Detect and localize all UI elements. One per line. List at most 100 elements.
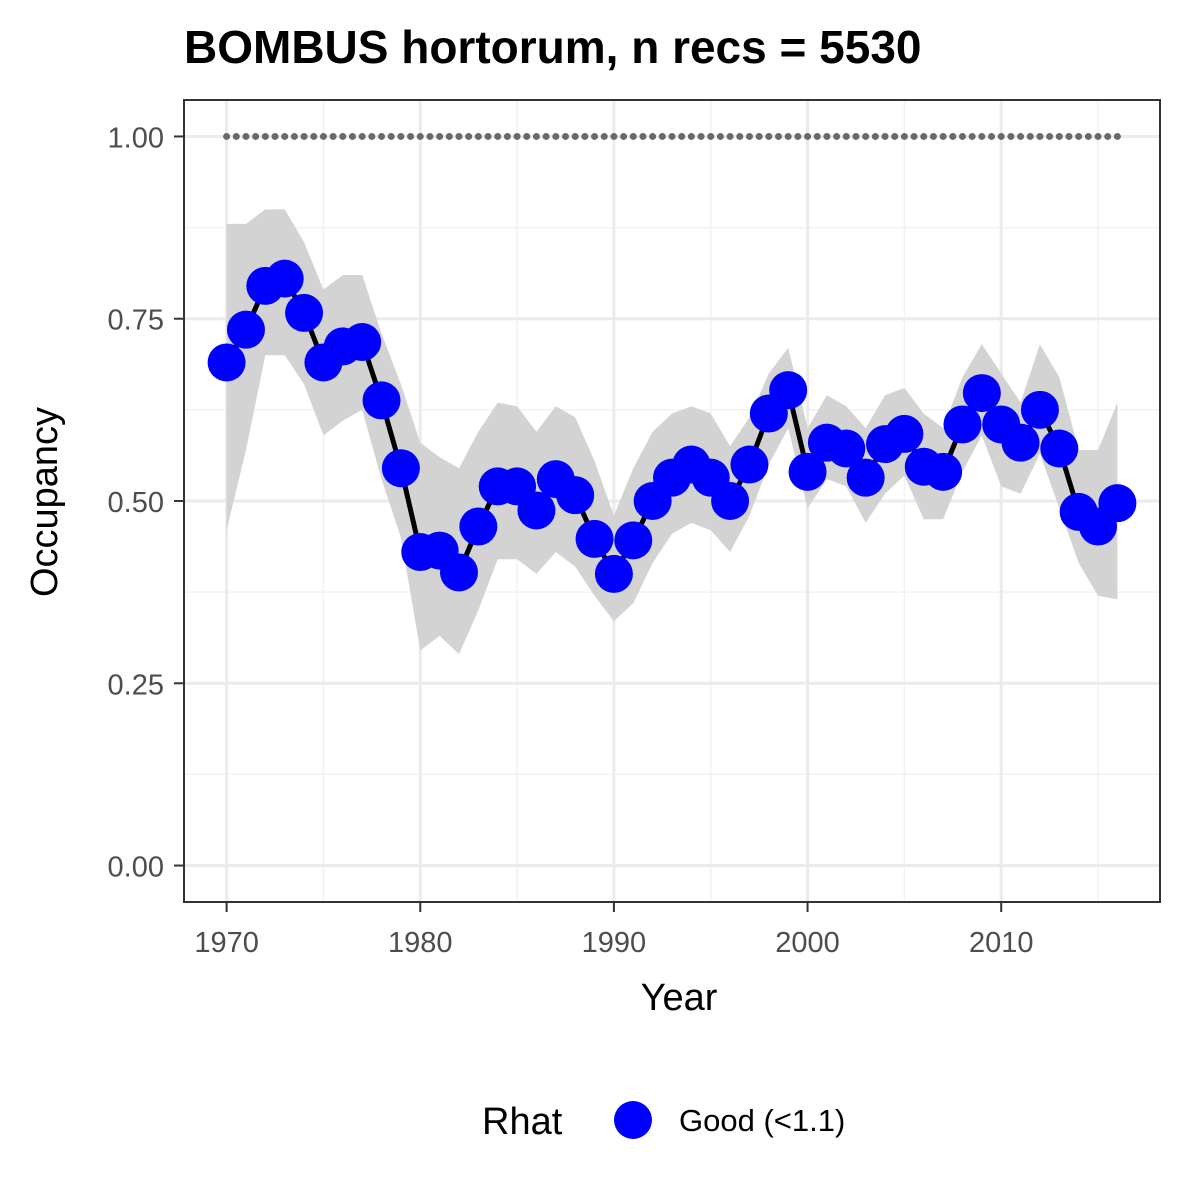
reference-point <box>368 132 376 140</box>
data-point <box>1020 390 1059 429</box>
x-tick-label: 1990 <box>582 927 647 959</box>
y-axis-title: Occupancy <box>24 407 66 597</box>
reference-point <box>988 132 996 140</box>
reference-point <box>426 132 434 140</box>
reference-point <box>532 132 540 140</box>
data-point <box>943 405 982 444</box>
data-point <box>517 491 556 530</box>
reference-point <box>561 132 569 140</box>
reference-point <box>329 132 337 140</box>
data-point <box>381 449 420 488</box>
reference-point <box>1075 132 1083 140</box>
reference-point <box>978 132 986 140</box>
data-point <box>459 507 498 546</box>
reference-point <box>813 132 821 140</box>
legend-label: Good (<1.1) <box>679 1103 845 1138</box>
reference-point <box>581 132 589 140</box>
reference-point <box>649 132 657 140</box>
reference-point <box>900 132 908 140</box>
reference-point <box>290 132 298 140</box>
reference-point <box>484 132 492 140</box>
reference-point <box>745 132 753 140</box>
reference-point <box>242 132 250 140</box>
data-point <box>207 343 246 382</box>
reference-point <box>445 132 453 140</box>
reference-point <box>920 132 928 140</box>
reference-point <box>929 132 937 140</box>
data-point <box>962 374 1001 413</box>
reference-point <box>416 132 424 140</box>
reference-point <box>378 132 386 140</box>
data-point <box>226 310 265 349</box>
legend-key-marker <box>614 1101 652 1139</box>
data-point <box>1001 423 1040 462</box>
x-tick-label: 2000 <box>775 927 840 959</box>
legend-title: Rhat <box>482 1101 563 1143</box>
reference-point <box>1026 132 1034 140</box>
x-tick-label: 2010 <box>969 927 1034 959</box>
reference-point <box>474 132 482 140</box>
reference-point <box>503 132 511 140</box>
reference-point <box>358 132 366 140</box>
reference-point <box>1046 132 1054 140</box>
y-tick-label: 0.50 <box>108 487 164 519</box>
y-tick-label: 0.75 <box>108 305 164 337</box>
data-point <box>614 521 653 560</box>
reference-point <box>223 132 231 140</box>
reference-point <box>736 132 744 140</box>
data-point <box>265 259 304 298</box>
data-point <box>556 476 595 515</box>
data-point <box>730 445 769 484</box>
reference-point <box>542 132 550 140</box>
reference-point <box>310 132 318 140</box>
reference-point <box>552 132 560 140</box>
reference-point <box>387 132 395 140</box>
reference-point <box>523 132 531 140</box>
legend: Rhat Good (<1.1) <box>482 1101 845 1143</box>
reference-point <box>658 132 666 140</box>
reference-point <box>939 132 947 140</box>
data-point <box>285 293 324 332</box>
reference-point <box>1094 132 1102 140</box>
reference-point <box>281 132 289 140</box>
reference-point <box>1017 132 1025 140</box>
reference-point <box>1084 132 1092 140</box>
reference-point <box>455 132 463 140</box>
reference-point <box>629 132 637 140</box>
y-tick-label: 0.25 <box>108 669 164 701</box>
x-axis-title: Year <box>641 977 718 1019</box>
reference-point <box>871 132 879 140</box>
reference-point <box>271 132 279 140</box>
data-point <box>439 553 478 592</box>
reference-point <box>910 132 918 140</box>
reference-point <box>891 132 899 140</box>
reference-point <box>804 132 812 140</box>
plot-area: 1970 1980 1990 2000 2010 0.00 0.25 0.50 0.75 1.00 <box>108 99 1161 959</box>
reference-point <box>1036 132 1044 140</box>
reference-point <box>716 132 724 140</box>
reference-point <box>852 132 860 140</box>
reference-point <box>1104 132 1112 140</box>
reference-point <box>958 132 966 140</box>
reference-point <box>775 132 783 140</box>
reference-point <box>513 132 521 140</box>
reference-point <box>261 132 269 140</box>
data-point <box>827 429 866 468</box>
reference-point <box>436 132 444 140</box>
reference-point <box>397 132 405 140</box>
y-tick-label: 0.00 <box>108 852 164 884</box>
data-point <box>1040 429 1079 468</box>
x-tick-label: 1970 <box>194 927 259 959</box>
reference-point <box>784 132 792 140</box>
reference-point <box>407 132 415 140</box>
reference-point <box>697 132 705 140</box>
reference-point <box>639 132 647 140</box>
reference-point <box>1113 132 1121 140</box>
reference-point <box>232 132 240 140</box>
reference-point <box>465 132 473 140</box>
data-point <box>575 519 614 558</box>
data-point <box>924 452 963 491</box>
reference-point <box>620 132 628 140</box>
data-point <box>594 554 633 593</box>
